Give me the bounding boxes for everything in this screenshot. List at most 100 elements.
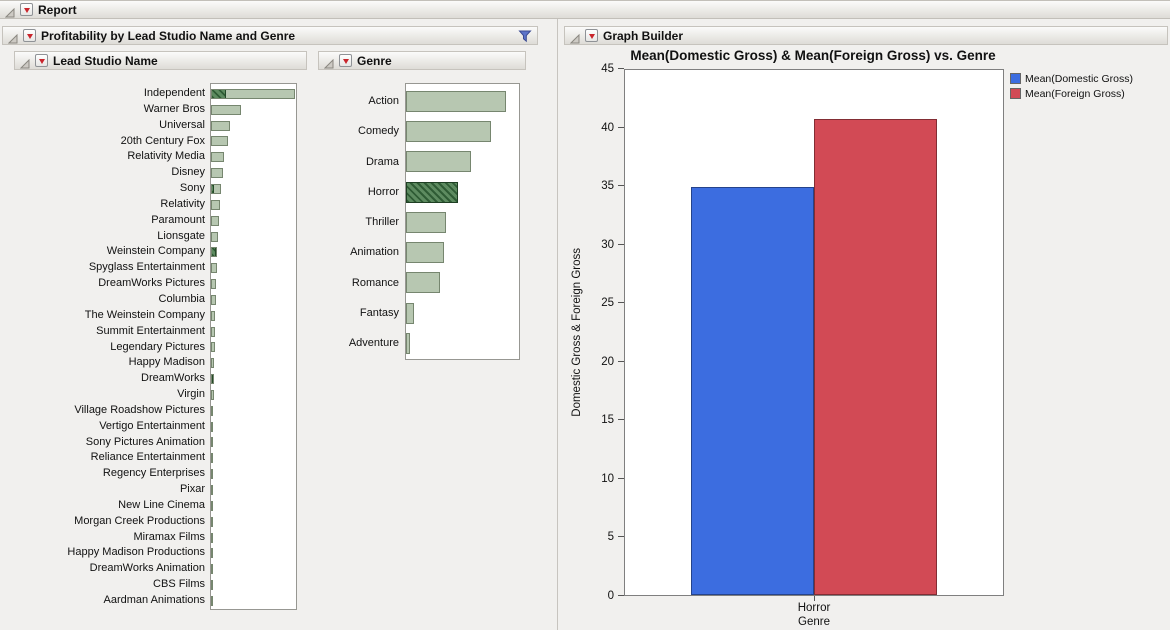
red-triangle-menu-button[interactable]	[585, 29, 598, 42]
genre-section: Genre Action Comedy Drama Horror Thriller Ani…	[318, 51, 526, 610]
studio-bar[interactable]	[211, 310, 215, 321]
data-filter-funnel-icon[interactable]	[518, 29, 532, 43]
studio-bar[interactable]	[211, 374, 214, 385]
disclosure-triangle[interactable]	[569, 31, 580, 43]
studio-bar[interactable]	[211, 389, 214, 400]
studio-bar-row	[211, 292, 296, 308]
studio-bar[interactable]	[211, 183, 221, 194]
studio-bar[interactable]	[211, 485, 213, 496]
red-triangle-menu-button[interactable]	[20, 3, 33, 16]
genre-bar-row	[406, 268, 519, 298]
studio-bar[interactable]	[211, 564, 213, 575]
report-content: Profitability by Lead Studio Name and Ge…	[0, 19, 1170, 630]
genre-bar[interactable]	[406, 181, 458, 203]
legend-item[interactable]: Mean(Foreign Gross)	[1010, 86, 1166, 101]
studio-bar[interactable]	[211, 326, 215, 337]
chart-bar[interactable]	[691, 186, 814, 595]
genre-bar[interactable]	[406, 302, 414, 324]
legend-item[interactable]: Mean(Domestic Gross)	[1010, 71, 1166, 86]
studio-axis-label: Reliance Entertainment	[90, 451, 205, 464]
studio-bar[interactable]	[211, 595, 213, 606]
genre-bar-row	[406, 147, 519, 177]
studio-bar-row	[211, 498, 296, 514]
genre-bar[interactable]	[406, 333, 410, 355]
red-triangle-menu-button[interactable]	[23, 29, 36, 42]
studio-axis-label: Warner Bros	[143, 102, 205, 115]
y-axis-label-column: Domestic Gross & Foreign Gross	[564, 69, 590, 596]
studio-axis-label: New Line Cinema	[118, 498, 205, 511]
studio-bar[interactable]	[211, 532, 213, 543]
x-axis[interactable]: Horror Genre	[624, 596, 1004, 630]
y-tick-label: 10	[601, 472, 614, 485]
studio-bar-row	[211, 134, 296, 150]
studio-bar[interactable]	[211, 453, 213, 464]
y-tick-mark	[618, 360, 624, 362]
chart-bar[interactable]	[814, 119, 937, 595]
studio-axis-label: Happy Madison Productions	[67, 546, 205, 559]
studio-axis-label: Columbia	[158, 292, 205, 305]
genre-bar[interactable]	[406, 242, 444, 264]
plot-area[interactable]	[624, 69, 1004, 596]
studio-bar[interactable]	[211, 88, 295, 99]
studio-bar[interactable]	[211, 500, 213, 511]
studio-bar[interactable]	[211, 580, 213, 591]
studio-bar[interactable]	[211, 231, 218, 242]
genre-bars-frame	[405, 83, 520, 360]
studio-bar[interactable]	[211, 516, 213, 527]
studio-bar[interactable]	[211, 199, 220, 210]
red-triangle-menu-button[interactable]	[339, 54, 352, 67]
disclosure-triangle[interactable]	[7, 31, 18, 43]
selected-portion	[212, 184, 214, 193]
disclosure-triangle[interactable]	[4, 5, 15, 17]
disclosure-triangle[interactable]	[323, 56, 334, 68]
red-triangle-menu-button[interactable]	[35, 54, 48, 67]
studio-bar[interactable]	[211, 120, 230, 131]
graph-builder-header-bar: Graph Builder	[564, 26, 1168, 45]
studio-bar[interactable]	[211, 437, 213, 448]
studio-axis-label: Village Roadshow Pictures	[74, 403, 205, 416]
studio-bar[interactable]	[211, 152, 224, 163]
studio-bar-row	[211, 482, 296, 498]
studio-bar-row	[211, 197, 296, 213]
studio-bar[interactable]	[211, 469, 213, 480]
report-header-bar: Report	[0, 0, 1170, 19]
studio-bar[interactable]	[211, 215, 219, 226]
genre-axis-label: Comedy	[358, 125, 399, 138]
studio-axis-label: CBS Films	[153, 578, 205, 591]
genre-bar[interactable]	[406, 151, 471, 173]
y-axis-ticks[interactable]: 0 5 10 15 20 25 30 35 40 45	[590, 63, 624, 602]
studio-bar[interactable]	[211, 279, 216, 290]
studio-bar[interactable]	[211, 136, 228, 147]
studio-bar[interactable]	[211, 168, 223, 179]
studio-bar[interactable]	[211, 263, 217, 274]
studio-axis-label: Relativity Media	[127, 150, 205, 163]
studio-bar[interactable]	[211, 548, 213, 559]
studio-bar[interactable]	[211, 104, 241, 115]
studio-bar-row	[211, 371, 296, 387]
studio-bar[interactable]	[211, 342, 215, 353]
studio-bar-row	[211, 466, 296, 482]
studio-axis-label: Spyglass Entertainment	[88, 261, 205, 274]
genre-bar[interactable]	[406, 90, 506, 112]
disclosure-triangle[interactable]	[19, 56, 30, 68]
studio-axis-label: Virgin	[177, 388, 205, 401]
studio-bar[interactable]	[211, 294, 216, 305]
y-tick-label: 35	[601, 180, 614, 193]
selected-portion	[212, 89, 226, 98]
genre-bar[interactable]	[406, 272, 440, 294]
studio-bar-row	[211, 244, 296, 260]
studio-bar[interactable]	[211, 247, 217, 258]
y-tick-label: 20	[601, 355, 614, 368]
studio-bar-row	[211, 435, 296, 451]
y-tick-label: 25	[601, 297, 614, 310]
legend-label: Mean(Foreign Gross)	[1025, 87, 1125, 100]
genre-bar[interactable]	[406, 211, 446, 233]
studio-bars-frame	[210, 83, 297, 610]
studio-bar[interactable]	[211, 421, 213, 432]
genre-bar[interactable]	[406, 120, 491, 142]
studio-bar[interactable]	[211, 358, 214, 369]
studio-bar[interactable]	[211, 405, 213, 416]
studio-bar-row	[211, 260, 296, 276]
studio-bar-row	[211, 149, 296, 165]
genre-bar-row	[406, 86, 519, 116]
